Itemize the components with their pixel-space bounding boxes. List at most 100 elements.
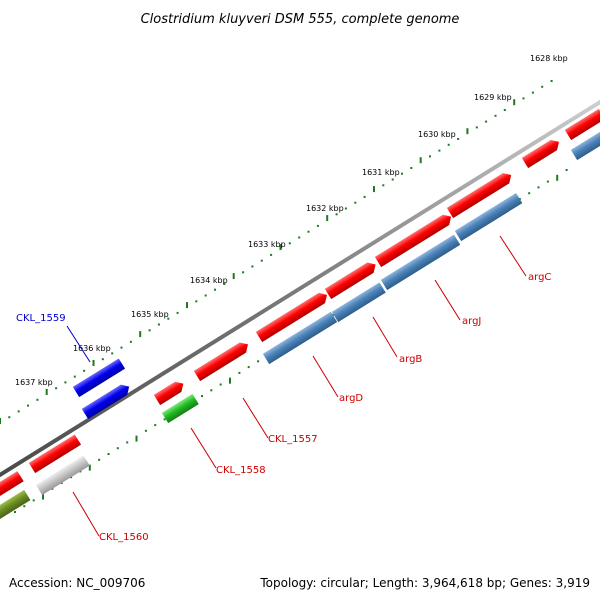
leader-line-argd — [312, 355, 339, 398]
minor-tick — [201, 395, 203, 398]
minor-tick — [129, 340, 132, 343]
gene-feature[interactable] — [262, 311, 338, 365]
tick-label-1637: 1637 kbp — [15, 378, 53, 387]
gene-label-ckl-1558[interactable]: CKL_1558 — [216, 465, 266, 476]
major-tick — [92, 360, 95, 366]
minor-tick — [120, 346, 123, 349]
minor-tick — [565, 169, 568, 171]
minor-tick — [23, 505, 26, 508]
gene-feature[interactable] — [0, 489, 31, 521]
genome-summary-text: Topology: circular; Length: 3,964,618 bp… — [260, 576, 590, 590]
gene-label-argd[interactable]: argD — [339, 393, 363, 404]
minor-tick — [60, 482, 63, 484]
gene-labels: CKL_1559 CKL_1560 CKL_1558 CKL_1557 argD… — [16, 272, 551, 543]
gene-feature[interactable] — [454, 192, 523, 242]
minor-tick — [485, 120, 488, 123]
minor-tick — [494, 114, 497, 117]
minor-tick — [528, 192, 531, 195]
minor-tick — [157, 323, 160, 326]
tick-labels: 1628 kbp 1629 kbp 1630 kbp 1631 kbp 1632… — [15, 54, 568, 387]
accession-text: Accession: NC_009706 — [9, 576, 146, 590]
minor-tick — [17, 410, 20, 413]
gene-feature[interactable] — [331, 282, 386, 323]
features — [0, 108, 600, 521]
minor-tick — [98, 458, 101, 461]
major-tick — [373, 186, 375, 193]
minor-tick — [238, 371, 241, 374]
map-title: Clostridium kluyveri DSM 555, complete g… — [141, 12, 460, 27]
gene-feature[interactable] — [28, 434, 82, 474]
tick-label-1628: 1628 kbp — [530, 54, 568, 63]
minor-tick — [144, 429, 147, 432]
minor-tick — [363, 195, 366, 198]
minor-tick — [64, 381, 67, 384]
minor-tick — [438, 149, 441, 152]
gene-feature[interactable] — [0, 471, 24, 498]
gene-feature[interactable] — [564, 108, 600, 141]
minor-tick — [14, 511, 16, 513]
major-tick — [186, 302, 188, 309]
gene-label-argb[interactable]: argB — [399, 354, 422, 365]
minor-tick — [83, 369, 86, 372]
leader-line-argc — [499, 235, 527, 277]
genome-backbone — [0, 99, 600, 478]
minor-tick — [288, 242, 291, 245]
minor-tick — [344, 207, 347, 210]
tick-label-1632: 1632 kbp — [306, 204, 344, 213]
tick-label-1629: 1629 kbp — [474, 93, 512, 102]
minor-tick — [410, 167, 413, 169]
major-tick — [139, 331, 142, 338]
outer-tick-track — [0, 80, 553, 424]
major-tick — [419, 157, 422, 164]
minor-tick — [107, 453, 110, 455]
gene-label-ckl-1557[interactable]: CKL_1557 — [268, 434, 318, 445]
minor-tick — [8, 416, 11, 419]
minor-tick — [531, 91, 534, 94]
gene-label-argc[interactable]: argC — [528, 272, 551, 283]
minor-tick — [251, 265, 254, 268]
major-tick — [45, 389, 48, 395]
leader-lines — [66, 235, 527, 537]
gene-label-ckl-1560[interactable]: CKL_1560 — [99, 532, 149, 543]
gene-feature[interactable] — [521, 137, 562, 169]
minor-tick — [32, 499, 35, 502]
gene-feature[interactable] — [446, 170, 515, 219]
minor-tick — [475, 126, 478, 129]
leader-line-ckl-1560 — [72, 491, 100, 537]
minor-tick — [518, 198, 521, 200]
minor-tick — [247, 366, 250, 369]
minor-tick — [204, 294, 207, 297]
gene-label-argj[interactable]: argJ — [462, 316, 481, 327]
gene-feature[interactable] — [35, 455, 90, 496]
tick-label-1636: 1636 kbp — [73, 344, 111, 353]
gene-feature[interactable] — [161, 393, 199, 424]
minor-tick — [101, 358, 104, 361]
major-tick — [232, 273, 235, 280]
minor-tick — [270, 253, 273, 256]
gene-feature[interactable] — [193, 339, 251, 382]
gene-feature[interactable] — [380, 234, 461, 291]
gene-feature[interactable] — [255, 290, 330, 343]
gene-feature-ckl-1559a[interactable] — [72, 358, 126, 398]
gene-feature[interactable] — [153, 379, 187, 406]
gene-label-ckl-1559[interactable]: CKL_1559 — [16, 313, 66, 324]
major-tick — [326, 215, 329, 222]
minor-tick — [541, 85, 544, 88]
minor-tick — [382, 184, 385, 187]
minor-tick — [223, 282, 226, 285]
minor-tick — [546, 180, 549, 183]
gene-feature[interactable] — [570, 130, 600, 161]
gene-feature[interactable] — [324, 259, 379, 300]
gene-feature-ckl-1559b[interactable] — [81, 381, 133, 420]
minor-tick — [503, 109, 506, 111]
major-tick — [42, 493, 44, 500]
minor-tick — [51, 487, 54, 490]
minor-tick — [354, 201, 357, 204]
minor-tick — [307, 230, 310, 233]
major-tick — [0, 418, 1, 424]
minor-tick — [176, 311, 179, 314]
gene-feature[interactable] — [374, 212, 454, 268]
leader-line-ckl-1559 — [66, 325, 91, 363]
minor-tick — [447, 143, 450, 146]
